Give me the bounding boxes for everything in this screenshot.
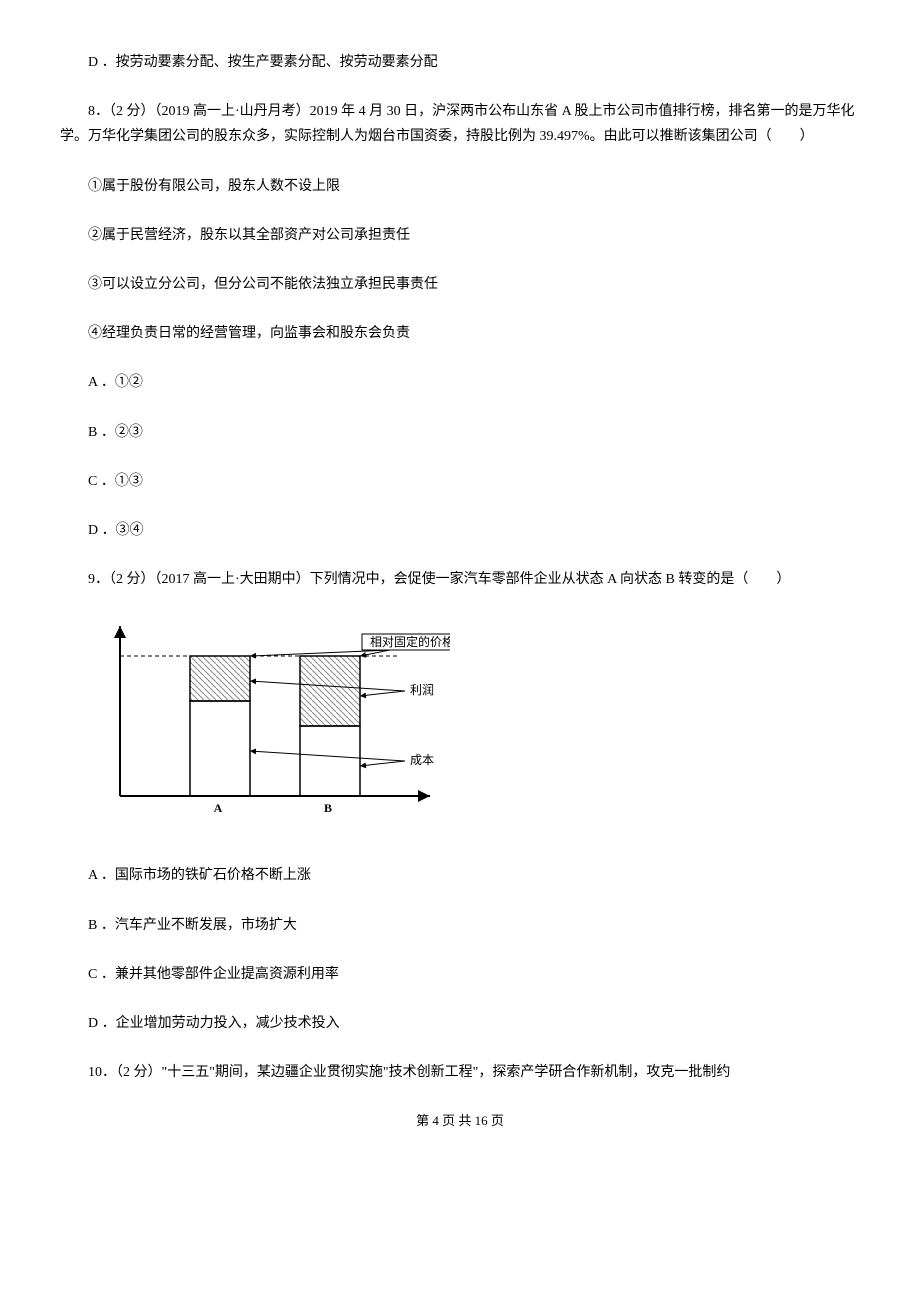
page-footer: 第 4 页 共 16 页	[60, 1109, 860, 1132]
q8-item-4: ④经理负责日常的经营管理，向监事会和股东会负责	[60, 321, 860, 346]
q9-option-c: C ．兼并其他零部件企业提高资源利用率	[60, 962, 860, 987]
q7-option-d: D ．按劳动要素分配、按生产要素分配、按劳动要素分配	[60, 50, 860, 75]
svg-text:B: B	[324, 801, 332, 815]
svg-text:A: A	[214, 801, 223, 815]
q10-stem: 10．（2 分）"十三五"期间，某边疆企业贯彻实施"技术创新工程"，探索产学研合…	[60, 1060, 860, 1085]
q8-option-c: C ．①③	[60, 469, 860, 494]
q9-stem: 9．（2 分）（2017 高一上·大田期中）下列情况中，会促使一家汽车零部件企业…	[60, 567, 860, 592]
q8-item-3: ③可以设立分公司，但分公司不能依法独立承担民事责任	[60, 272, 860, 297]
svg-text:利润: 利润	[410, 683, 434, 697]
q9-option-b: B ．汽车产业不断发展，市场扩大	[60, 913, 860, 938]
svg-text:相对固定的价格: 相对固定的价格	[370, 634, 450, 649]
q8-option-a: A ．①②	[60, 370, 860, 395]
q8-item-2: ②属于民营经济，股东以其全部资产对公司承担责任	[60, 223, 860, 248]
q8-item-1: ①属于股份有限公司，股东人数不设上限	[60, 174, 860, 199]
q8-option-b: B ．②③	[60, 420, 860, 445]
q8-option-d: D ．③④	[60, 518, 860, 543]
q8-stem: 8．（2 分）（2019 高一上·山丹月考）2019 年 4 月 30 日，沪深…	[60, 99, 860, 149]
q9-chart: A B 相对固定的价格利润成本	[90, 616, 860, 835]
q9-option-a: A ．国际市场的铁矿石价格不断上涨	[60, 863, 860, 888]
q9-option-d: D ．企业增加劳动力投入，减少技术投入	[60, 1011, 860, 1036]
svg-text:成本: 成本	[410, 753, 434, 767]
